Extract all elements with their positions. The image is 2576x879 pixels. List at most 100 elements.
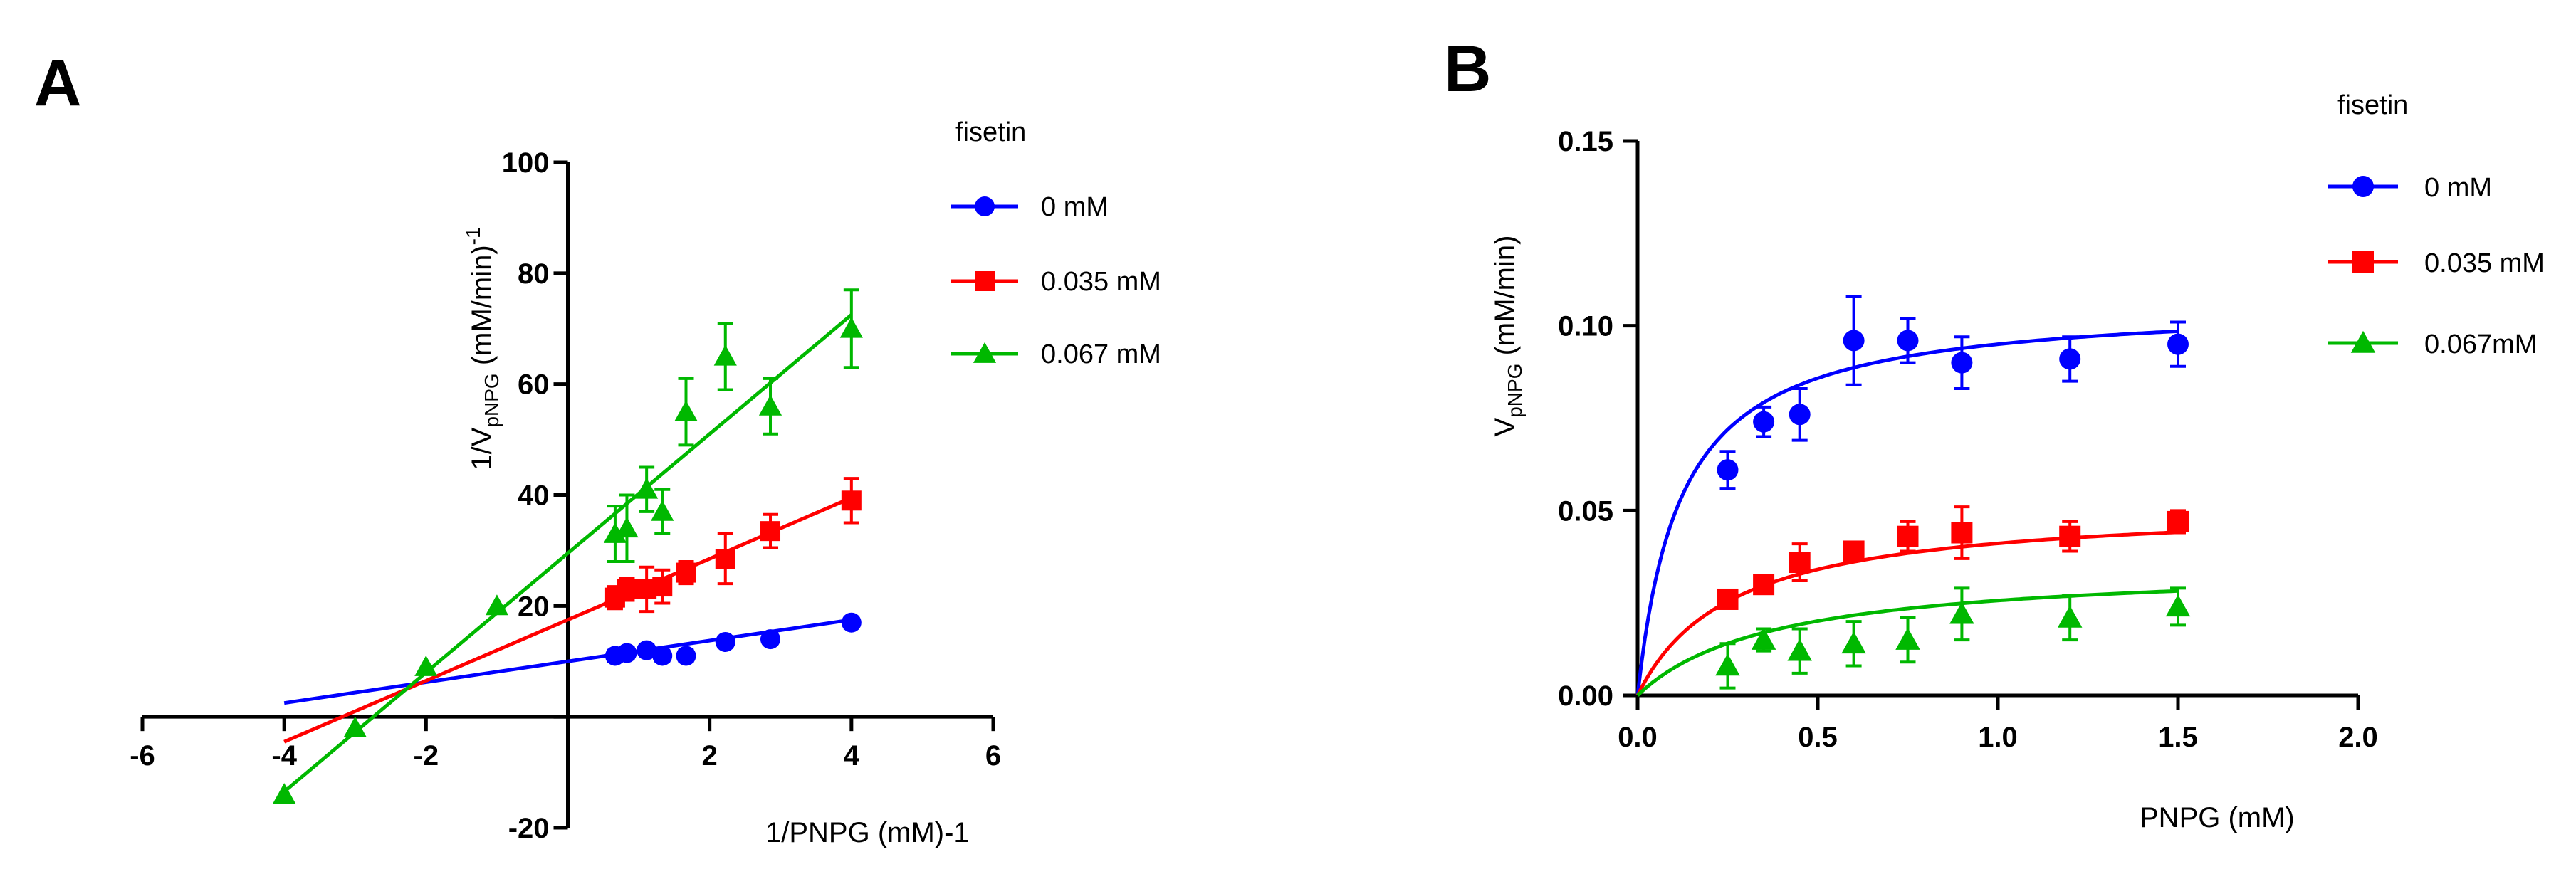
panel-b-x-tick-label: 0.5 [1798,722,1838,753]
panel-a-x-tick-label: 6 [985,740,1001,772]
panel-a-legend-label: 0.067 mM [1041,340,1161,369]
panel-b-legend-title: fisetin [2337,90,2408,120]
panel-b-x-tick-label: 1.0 [1978,722,2018,753]
panel-a-fit-line [283,618,852,705]
panel-a-legend-marker [975,196,995,216]
panel-a-chart: -6 -4 -2 2 4 6 -20 20 40 60 80 100 [130,147,1001,844]
panel-b-ylabel-tail: (mM/min) [1489,236,1521,364]
panel-a-ylabel: 1/VpNPG (mM/min)-1 [462,227,503,470]
panel-b-legend-label: 0 mM [2424,173,2492,203]
panel-b-point [1897,525,1919,547]
panel-a-y-tick-label: 60 [518,369,550,401]
panel-a-x-tick-label: -6 [130,740,155,772]
panel-a-legend-label: 0.035 mM [1041,267,1161,297]
panel-a-point [414,655,438,676]
panel-a-ylabel-main: 1/V [466,427,498,470]
panel-b-legend-label: 0.035 mM [2424,248,2545,278]
panel-a-series-2 [273,288,863,804]
panel-a-point [674,400,698,421]
panel-a-point [273,783,296,804]
panel-a-point [758,394,782,416]
panel-a-fit-line [283,313,853,794]
panel-a-point [635,478,659,499]
panel-a-y-tick-label: 80 [518,258,550,290]
panel-a-point [676,562,696,583]
panel-a-point [651,500,674,521]
panel-a-series-0 [283,612,862,705]
panel-a-point [652,646,673,666]
panel-a-point [715,549,735,569]
panel-a-x-tick-label: -4 [271,740,297,772]
panel-b-point [1895,627,1920,650]
panel-a-ylabel-tail: (mM/min) [466,245,498,373]
panel-b-x-tick-label: 1.5 [2158,722,2198,753]
panel-a-point [603,522,627,543]
panel-a-legend-marker [975,271,995,291]
panel-a-point [676,646,696,666]
panel-b-x-tick-label: 0.0 [1618,722,1658,753]
panel-a-fit-line [283,496,852,744]
panel-a-legend-label: 0 mM [1041,192,1109,222]
panel-a-point [652,577,673,597]
panel-a-x-tick-label: 4 [844,740,860,772]
panel-a-y-tick-label: -20 [508,813,550,844]
panel-b-point [1753,411,1775,433]
panel-b-ylabel-sub: pNPG [1504,364,1526,418]
panel-b-xlabel: PNPG (mM) [2140,802,2295,833]
panel-b-point [1753,574,1775,596]
panel-a-point [617,579,637,599]
panel-b-y-tick-label: 0.10 [1558,311,1613,342]
panel-b-point [1751,627,1776,650]
panel-a-point [841,612,862,633]
panel-b-point [2165,594,2191,617]
panel-b-ylabel: VpNPG (mM/min) [1489,236,1526,437]
panel-b-y-tick-label: 0.15 [1558,126,1613,157]
panel-b-x-tick-label: 2.0 [2338,722,2378,753]
panel-b-legend-marker [2352,251,2374,273]
panel-b-point [2059,525,2081,547]
panel-a-x-tick-label: -2 [414,740,439,772]
panel-a-point [617,643,637,663]
panel-a-xlabel: 1/PNPG (mM)-1 [765,817,970,848]
panel-a-y-tick-label: 100 [502,147,550,179]
panel-a-point [343,716,367,737]
panel-a-x-tick-label: 2 [702,740,718,772]
panel-b-point [1715,653,1740,676]
panel-a-point [615,517,639,538]
panel-b-series-0 [1635,295,2189,696]
panel-b-legend-marker [2350,330,2376,353]
panel-b-chart: 0.0 0.5 1.0 1.5 2.0 0.00 0.05 0.10 0.15 [1558,126,2378,753]
panel-b-ylabel-main: V [1489,417,1521,436]
panel-a-point [760,629,781,650]
panel-a-point [637,640,657,660]
panel-a-legend-marker [973,342,997,363]
panel-b-point [1843,540,1865,562]
panel-a-y-tick-label: 20 [518,591,550,622]
panel-a-point [485,594,509,616]
panel-b-point [1787,638,1812,661]
panel-b-point [2059,348,2081,370]
panel-b-series-2 [1636,586,2191,697]
panel-a-point [839,317,863,338]
panel-a-legend-title: fisetin [955,117,1026,147]
panel-a-point [715,631,735,652]
panel-a-y-tick-label: 40 [518,480,550,512]
panel-b-point [1717,588,1739,610]
panel-a-point [713,344,737,366]
panel-b-point [1841,631,1866,654]
panel-a-letter: A [34,47,81,120]
panel-b-point [1789,552,1811,574]
panel-b-y-tick-label: 0.00 [1558,680,1613,712]
panel-b-point [1717,459,1739,481]
panel-b-y-tick-label: 0.05 [1558,495,1613,527]
panel-b-point [2167,510,2189,532]
panel-a-series-1 [283,477,862,744]
panel-b-legend: fisetin 0 mM 0.035 mM 0.067mM [2328,90,2545,359]
panel-a-point [841,490,862,511]
panel-a-point [760,521,781,542]
panel-a-ylabel-sub: pNPG [481,373,503,427]
panel-b-legend-marker [2352,176,2374,197]
panel-b-point [2167,333,2189,355]
panel-b-point [1843,330,1865,352]
